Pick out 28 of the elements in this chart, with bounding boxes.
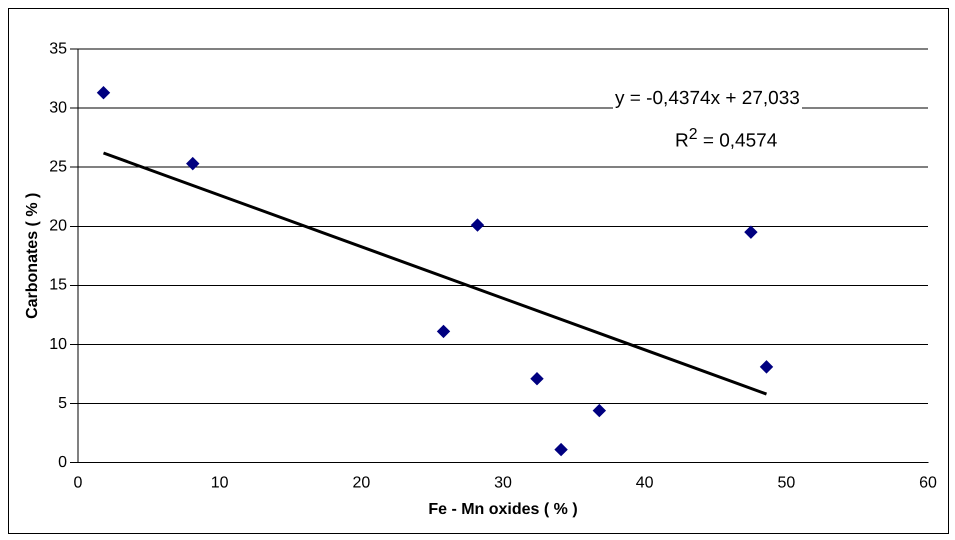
y-tick-label: 15 (49, 276, 68, 294)
point (760, 360, 773, 374)
x-tick-label: 20 (352, 474, 370, 492)
annotation: R$^{2}$ = 0,4574 (673, 125, 780, 152)
y-tick-label: 25 (49, 158, 68, 176)
point (471, 218, 484, 232)
point (530, 372, 544, 386)
point (437, 324, 450, 338)
point (186, 157, 200, 170)
x-tick-label: 10 (210, 474, 229, 492)
point (592, 404, 606, 418)
annotation: y = -0,4374x + 27,033 (613, 88, 802, 109)
x-tick-label: 30 (494, 474, 512, 492)
x-tick-label: 50 (777, 474, 796, 492)
y-tick-label: 30 (49, 99, 68, 116)
x-tick-label: 0 (74, 474, 83, 492)
y-axis-title: Carbonates ( % ) (24, 192, 42, 319)
x-axis-title: Fe - Mn oxides ( % ) (428, 500, 578, 518)
y-tick-label: 0 (58, 454, 68, 472)
y-tick-label: 20 (49, 218, 68, 235)
point (96, 86, 110, 100)
y-tick-label: 10 (49, 336, 68, 353)
point (744, 226, 758, 239)
x-tick-label: 40 (636, 474, 654, 492)
y-tick-label: 35 (49, 40, 68, 58)
point (554, 443, 568, 456)
x-tick-label: 60 (919, 474, 937, 492)
y-tick-label: 5 (58, 394, 68, 412)
